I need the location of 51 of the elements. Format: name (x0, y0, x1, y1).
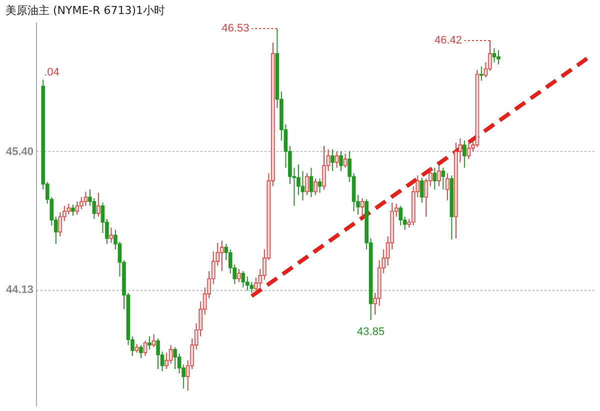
candlestick (168, 344, 173, 364)
candlestick (300, 170, 305, 201)
candlestick (339, 150, 343, 172)
chart-title: 美原油主 (NYME-R 6713)1小时 (5, 4, 166, 17)
candlestick (241, 270, 246, 288)
annotation: 46.42 (434, 34, 462, 46)
candlestick (322, 146, 326, 190)
candlestick (66, 203, 71, 216)
candlestick (437, 165, 441, 187)
y-tick-label: 44.13 (6, 284, 34, 296)
candlestick (334, 150, 339, 168)
annotation: 46.53 (222, 22, 250, 35)
candlestick (84, 191, 88, 206)
candlestick (466, 142, 471, 160)
candlestick (309, 167, 314, 198)
candlestick (58, 212, 62, 237)
annotation: 43.85 (357, 326, 385, 338)
candlestick (71, 204, 75, 216)
candlestick (75, 200, 80, 216)
candlestick (305, 172, 309, 196)
candlestick (236, 268, 241, 282)
candlestick (462, 140, 466, 168)
candlestick (246, 276, 250, 292)
y-tick-label: 45.40 (6, 146, 34, 158)
candlestick (432, 167, 437, 190)
candlestick (156, 338, 160, 370)
candlestick (360, 198, 364, 218)
candlestick (139, 344, 143, 359)
candlestick (164, 352, 168, 370)
candlestick (173, 346, 177, 370)
candlestick (96, 192, 100, 218)
candlestick (480, 66, 484, 82)
candlestick (343, 153, 348, 168)
candlestick (446, 172, 450, 201)
annotation: .04 (44, 66, 60, 79)
candlestick (220, 240, 224, 272)
candlestick (441, 167, 446, 190)
candlestick (250, 281, 254, 294)
candlestick (398, 205, 403, 226)
candlestick (152, 334, 156, 348)
candlestick (492, 48, 496, 63)
candlestick (92, 198, 96, 220)
candlestick (148, 336, 152, 350)
candlestick (318, 178, 322, 194)
candlestick (330, 148, 334, 172)
candlestick (177, 353, 182, 374)
candlestick (109, 227, 114, 244)
candlestick (420, 177, 424, 204)
candlestick (496, 50, 500, 65)
candlestick (143, 340, 148, 356)
candlestick (314, 178, 318, 196)
